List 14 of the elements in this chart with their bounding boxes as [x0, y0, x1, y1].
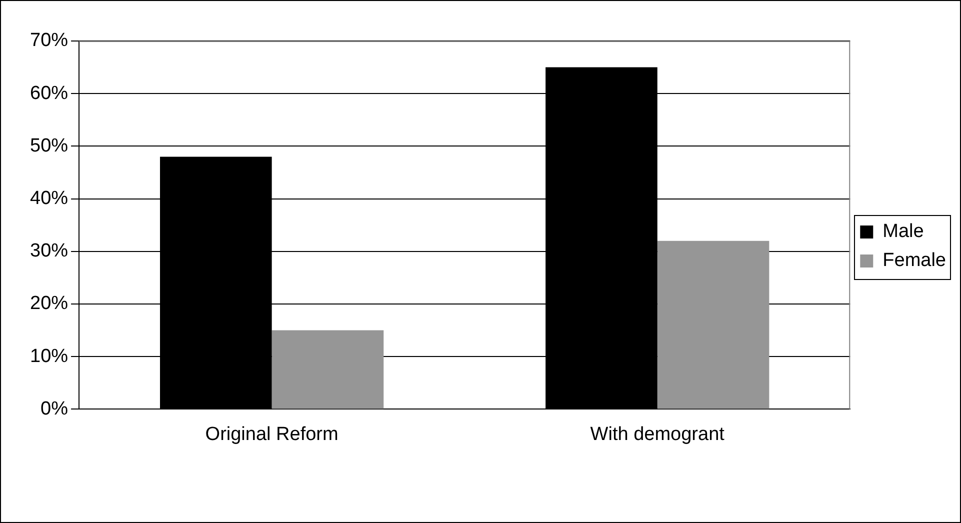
- y-tick-label: 40%: [30, 188, 68, 210]
- legend-label: Female: [882, 250, 946, 272]
- y-tick-label: 0%: [40, 398, 68, 420]
- y-tick-label: 30%: [30, 240, 68, 262]
- x-tick-label: With demogrant: [590, 424, 726, 445]
- y-tick-label: 10%: [30, 346, 68, 367]
- y-tick-label: 70%: [30, 30, 68, 52]
- y-tick-label: 20%: [30, 293, 68, 314]
- y-tick-label: 60%: [30, 82, 68, 104]
- legend-label: Male: [882, 221, 924, 242]
- x-tick-label: Original Reform: [205, 424, 338, 445]
- y-tick-label: 50%: [30, 135, 68, 156]
- bar: [657, 240, 770, 409]
- bar: [272, 330, 384, 409]
